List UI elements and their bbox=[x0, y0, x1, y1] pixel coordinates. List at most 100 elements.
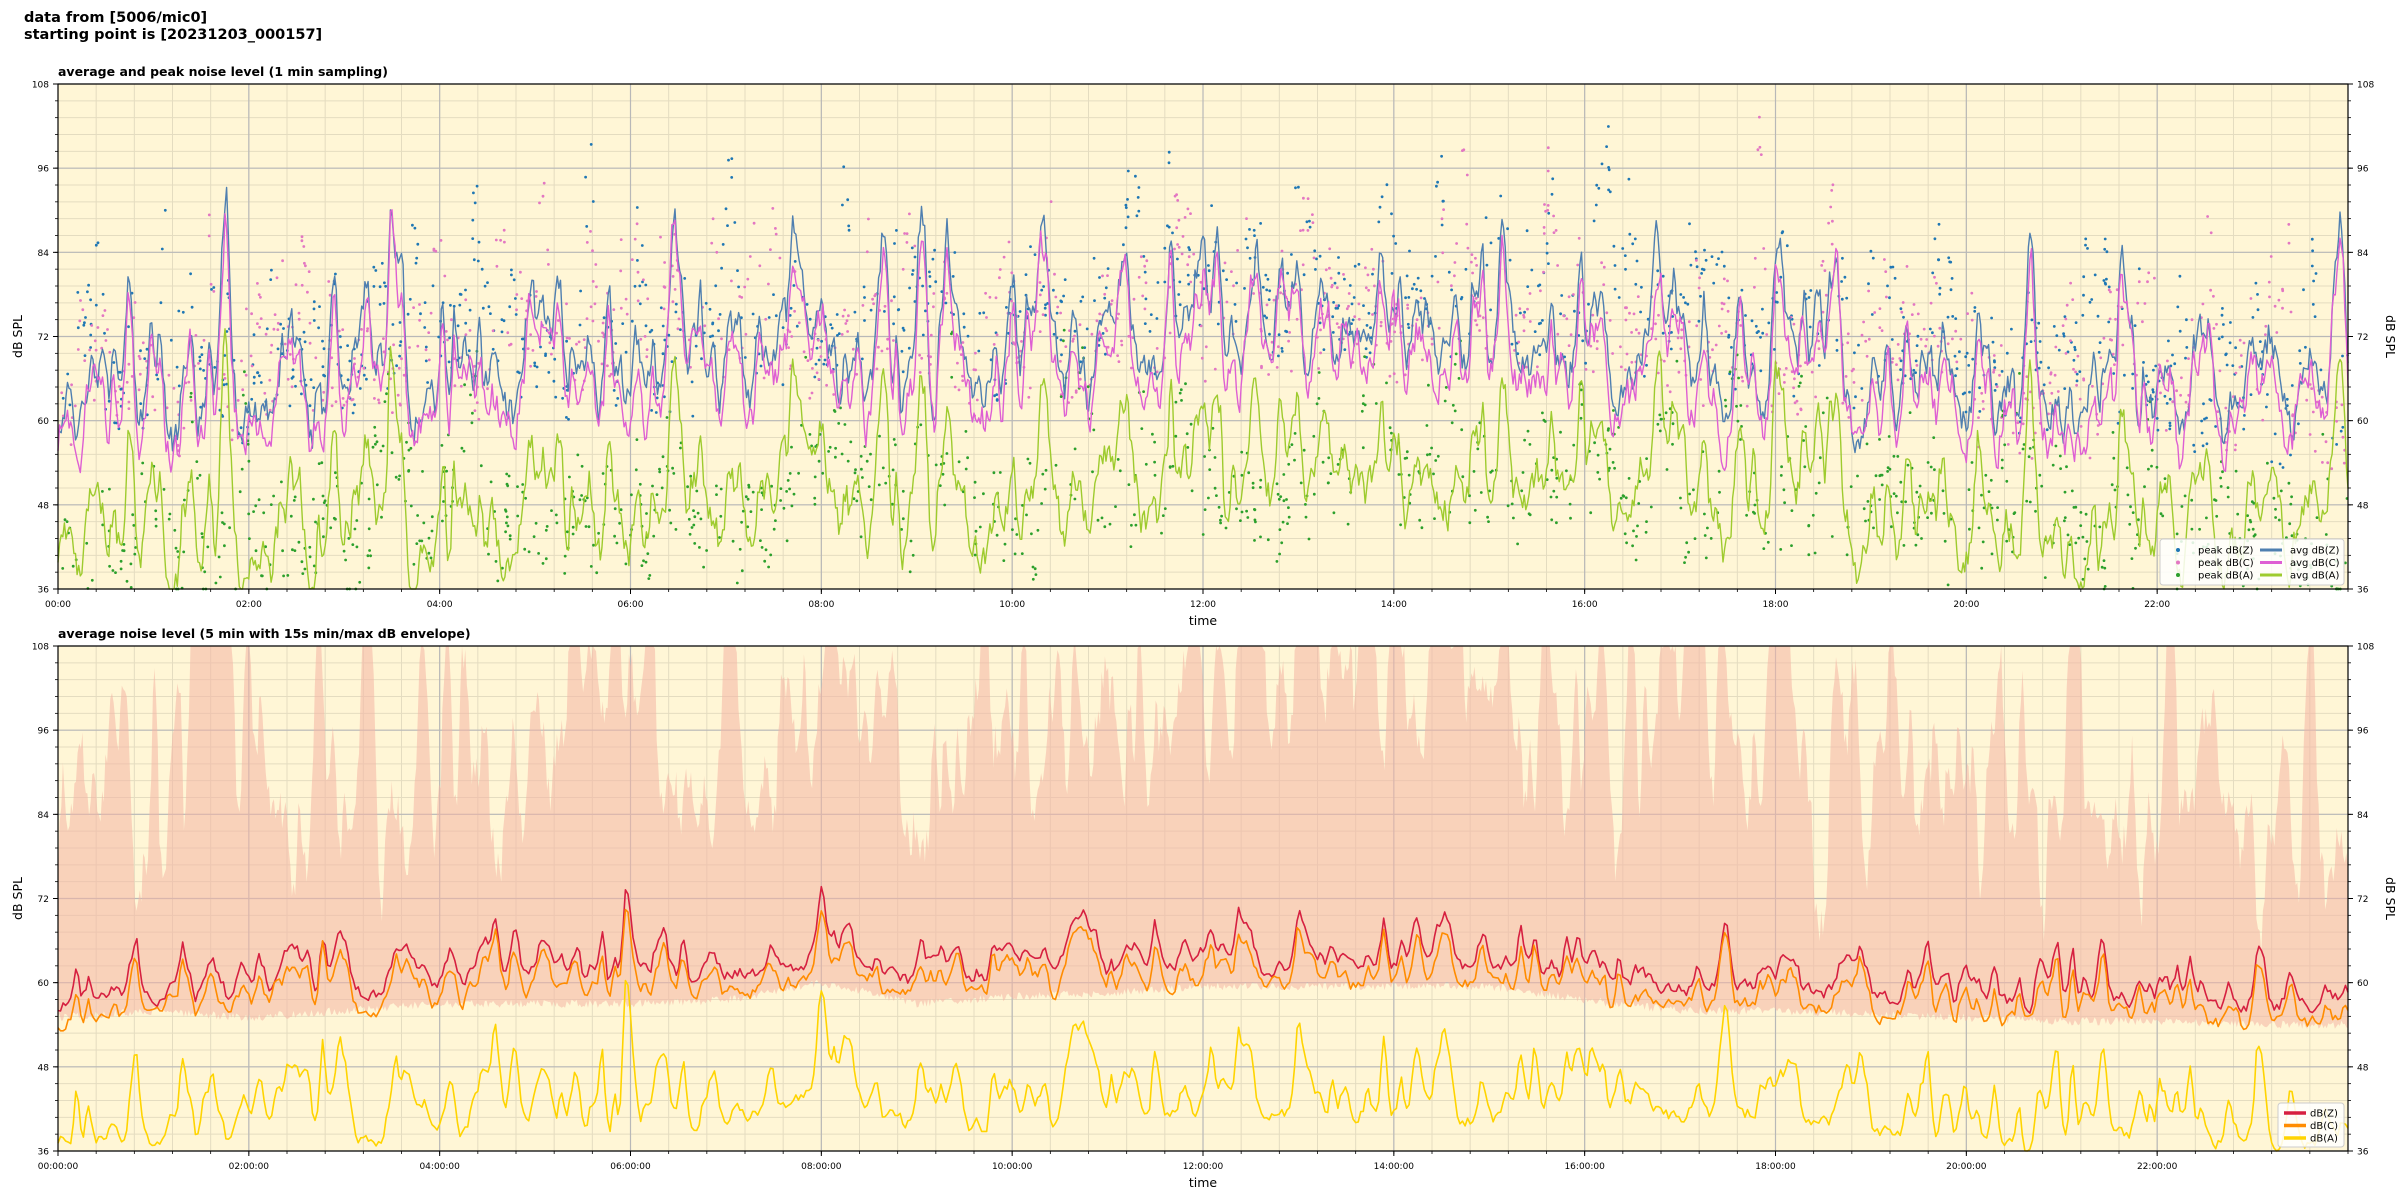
series-peak-db-z-point bbox=[156, 377, 160, 381]
series-peak-db-c-point bbox=[2184, 400, 2188, 404]
series-peak-db-a-point bbox=[2112, 456, 2116, 460]
series-peak-db-z-point bbox=[2072, 358, 2076, 362]
series-peak-db-z-point bbox=[423, 301, 427, 304]
series-peak-db-a-point bbox=[380, 515, 383, 519]
series-peak-db-c-point bbox=[1337, 326, 1341, 329]
series-peak-db-c-point bbox=[2071, 298, 2075, 301]
series-peak-db-a-point bbox=[1461, 475, 1465, 479]
series-peak-db-c-point bbox=[1756, 148, 1760, 152]
series-peak-db-c-point bbox=[1478, 329, 1481, 332]
series-peak-db-z-point bbox=[383, 281, 386, 285]
series-peak-db-c-point bbox=[256, 282, 259, 285]
series-peak-db-c-point bbox=[583, 346, 587, 349]
series-peak-db-c-point bbox=[1072, 337, 1075, 341]
series-peak-db-c-point bbox=[1591, 370, 1595, 374]
series-peak-db-a-point bbox=[1996, 518, 1999, 522]
series-peak-db-z-point bbox=[2131, 387, 2135, 390]
series-peak-db-c-point bbox=[945, 291, 949, 295]
series-peak-db-z-point bbox=[934, 280, 938, 284]
series-peak-db-c-point bbox=[2305, 398, 2309, 402]
series-peak-db-c-point bbox=[811, 367, 814, 370]
series-peak-db-a-point bbox=[2129, 505, 2132, 509]
series-peak-db-z-point bbox=[83, 354, 87, 357]
series-peak-db-a-point bbox=[1890, 525, 1893, 529]
series-peak-db-c-point bbox=[1762, 247, 1766, 250]
series-peak-db-z-point bbox=[1033, 253, 1037, 256]
series-peak-db-z-point bbox=[508, 305, 512, 309]
series-peak-db-z-point bbox=[1264, 273, 1268, 277]
series-peak-db-a-point bbox=[1679, 496, 1682, 500]
series-peak-db-a-point bbox=[1752, 510, 1755, 514]
series-peak-db-c-point bbox=[2224, 406, 2228, 410]
legend-marker bbox=[2176, 560, 2180, 565]
series-peak-db-z-point bbox=[1710, 255, 1714, 258]
series-peak-db-a-point bbox=[1878, 498, 1881, 501]
series-peak-db-c-point bbox=[880, 349, 884, 353]
series-peak-db-z-point bbox=[198, 355, 202, 359]
series-peak-db-c-point bbox=[2088, 456, 2092, 460]
series-peak-db-z-point bbox=[1252, 228, 1256, 232]
series-peak-db-c-point bbox=[1720, 331, 1723, 335]
series-peak-db-z-point bbox=[1780, 231, 1784, 235]
series-peak-db-c-point bbox=[843, 308, 846, 312]
series-peak-db-a-point bbox=[1326, 481, 1330, 485]
series-peak-db-c-point bbox=[929, 333, 933, 337]
series-peak-db-a-point bbox=[162, 488, 166, 491]
series-peak-db-z-point bbox=[2220, 335, 2224, 339]
series-peak-db-c-point bbox=[2069, 339, 2072, 343]
series-peak-db-a-point bbox=[1266, 538, 1270, 542]
series-peak-db-a-point bbox=[1624, 496, 1628, 500]
series-peak-db-a-point bbox=[441, 519, 444, 523]
series-peak-db-z-point bbox=[614, 342, 618, 345]
series-peak-db-c-point bbox=[402, 373, 406, 377]
series-peak-db-z-point bbox=[2273, 432, 2277, 436]
series-peak-db-c-point bbox=[257, 293, 261, 296]
series-peak-db-a-point bbox=[196, 476, 199, 480]
series-peak-db-a-point bbox=[407, 448, 411, 452]
series-peak-db-a-point bbox=[320, 461, 324, 465]
series-peak-db-z-point bbox=[2063, 315, 2067, 318]
series-peak-db-a-point bbox=[1613, 466, 1616, 470]
series-peak-db-z-point bbox=[510, 268, 513, 272]
series-peak-db-a-point bbox=[1545, 478, 1549, 481]
x-tick-label: 10:00:00 bbox=[992, 1162, 1033, 1172]
series-peak-db-a-point bbox=[1457, 377, 1461, 380]
series-peak-db-a-point bbox=[1580, 403, 1584, 406]
series-peak-db-a-point bbox=[688, 532, 692, 536]
series-peak-db-a-point bbox=[1246, 516, 1250, 519]
series-peak-db-a-point bbox=[516, 485, 519, 488]
series-peak-db-a-point bbox=[595, 571, 599, 575]
series-peak-db-z-point bbox=[1430, 274, 1434, 278]
series-peak-db-c-point bbox=[1846, 341, 1850, 345]
series-peak-db-c-point bbox=[2289, 310, 2293, 314]
series-peak-db-a-point bbox=[1486, 515, 1489, 519]
series-peak-db-c-point bbox=[956, 361, 959, 365]
series-peak-db-c-point bbox=[1168, 331, 1172, 335]
series-peak-db-a-point bbox=[790, 504, 794, 508]
series-peak-db-z-point bbox=[1888, 296, 1891, 300]
series-peak-db-a-point bbox=[646, 552, 650, 555]
series-peak-db-a-point bbox=[2137, 518, 2140, 522]
series-peak-db-z-point bbox=[892, 322, 895, 326]
series-peak-db-c-point bbox=[746, 277, 750, 281]
series-peak-db-a-point bbox=[1941, 489, 1945, 493]
series-peak-db-c-point bbox=[790, 335, 794, 338]
series-peak-db-a-point bbox=[260, 574, 264, 578]
series-db-z-line bbox=[57, 885, 2349, 1014]
series-peak-db-a-point bbox=[2068, 543, 2072, 546]
series-peak-db-c-point bbox=[2308, 383, 2312, 386]
y-tick-label-right: 96 bbox=[2357, 727, 2369, 737]
series-peak-db-z-point bbox=[1369, 326, 1372, 330]
series-peak-db-a-point bbox=[2221, 470, 2224, 474]
series-peak-db-z-point bbox=[584, 175, 587, 179]
series-peak-db-a-point bbox=[1644, 530, 1648, 534]
series-peak-db-z-point bbox=[1416, 276, 1420, 280]
series-peak-db-c-point bbox=[1342, 273, 1345, 276]
series-peak-db-a-point bbox=[1679, 506, 1683, 510]
series-peak-db-z-point bbox=[464, 288, 467, 292]
series-peak-db-a-point bbox=[85, 541, 89, 545]
series-peak-db-z-point bbox=[1436, 180, 1439, 184]
series-peak-db-c-point bbox=[1098, 312, 1102, 316]
series-peak-db-z-point bbox=[500, 330, 504, 334]
series-peak-db-z-point bbox=[518, 371, 521, 375]
